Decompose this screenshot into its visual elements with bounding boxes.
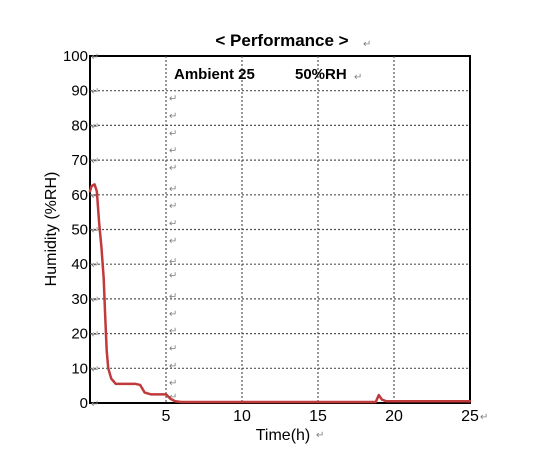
gridline-return-mark: ↵ (169, 378, 177, 389)
y-tick-label: 90 (71, 83, 88, 100)
y-tick-label: 20 (71, 326, 88, 343)
x-tick-label: 20 (385, 408, 403, 425)
y-tick-return-mark: ↵ (91, 226, 99, 237)
gridline-return-mark: ↵ (169, 94, 177, 105)
gridline-return-mark: ↵ (169, 184, 177, 195)
y-tick-label: 70 (71, 152, 88, 169)
gridline-return-mark: ↵ (169, 111, 177, 122)
y-tick-return-mark: ↵ (91, 87, 99, 98)
y-tick-label: 50 (71, 222, 88, 239)
x-tick-label: 15 (309, 408, 327, 425)
gridline-return-mark: ↵ (169, 236, 177, 247)
x-tick-return-mark: ↵ (480, 412, 488, 423)
gridline-return-mark: ↵ (169, 257, 177, 268)
y-tick-return-mark: ↵ (91, 330, 99, 341)
y-tick-return-mark: ↵ (91, 52, 99, 63)
x-axis-ticks: 5 10 15 20 25 ↵ (162, 408, 489, 425)
y-tick-label: 0 (80, 395, 88, 412)
gridline-return-mark: ↵ (169, 361, 177, 372)
gridline-return-mark: ↵ (169, 128, 177, 139)
y-tick-label: 10 (71, 360, 88, 377)
y-tick-label: 100 (63, 48, 88, 65)
x-tick-label: 10 (233, 408, 251, 425)
annotation-return-mark: ↵ (354, 72, 362, 83)
gridline-return-mark: ↵ (169, 219, 177, 230)
chart-title: < Performance > (215, 31, 348, 50)
gridline-return-mark: ↵ (169, 326, 177, 337)
y-tick-return-mark: ↵ (91, 399, 99, 410)
gridline-return-mark: ↵ (169, 201, 177, 212)
gridline-return-mark: ↵ (169, 271, 177, 282)
y-axis-ticks: 0 ↵10 ↵20 ↵30 ↵40 ↵50 ↵60 ↵70 ↵80 ↵90 ↵100 ↵ (63, 48, 99, 412)
humidity-series-line (88, 183, 472, 404)
y-tick-return-mark: ↵ (91, 295, 99, 306)
y-tick-return-mark: ↵ (91, 191, 99, 202)
gridline-return-mark: ↵ (169, 309, 177, 320)
gridline-return-mark: ↵ (169, 291, 177, 302)
gridline-return-mark: ↵ (169, 392, 177, 403)
y-tick-label: 30 (71, 291, 88, 308)
gridlines (90, 56, 470, 403)
y-tick-return-mark: ↵ (91, 156, 99, 167)
y-tick-label: 40 (71, 256, 88, 273)
y-tick-label: 60 (71, 187, 88, 204)
y-tick-label: 80 (71, 117, 88, 134)
annotation-ambient-label: Ambient 25 (174, 66, 255, 83)
y-tick-return-mark: ↵ (91, 364, 99, 375)
return-marks-column: ↵ ↵ ↵ ↵ ↵ ↵ ↵ ↵ ↵ ↵ ↵ ↵ ↵ ↵ ↵ ↵ ↵ ↵ (169, 94, 177, 403)
x-tick-label: 25 (461, 408, 479, 425)
series-layer (88, 183, 472, 404)
annotation-humidity-value: 50%RH (295, 66, 347, 83)
y-tick-return-mark: ↵ (91, 260, 99, 271)
x-tick-label: 5 (162, 408, 171, 425)
gridline-return-mark: ↵ (169, 163, 177, 174)
y-tick-return-mark: ↵ (91, 121, 99, 132)
gridline-return-mark: ↵ (169, 343, 177, 354)
x-axis-label: Time(h) (256, 427, 311, 444)
title-return-mark: ↵ (363, 39, 371, 50)
gridline-return-mark: ↵ (169, 146, 177, 157)
y-axis-label: Humidity (%RH) (43, 172, 60, 287)
xlabel-return-mark: ↵ (316, 430, 324, 441)
